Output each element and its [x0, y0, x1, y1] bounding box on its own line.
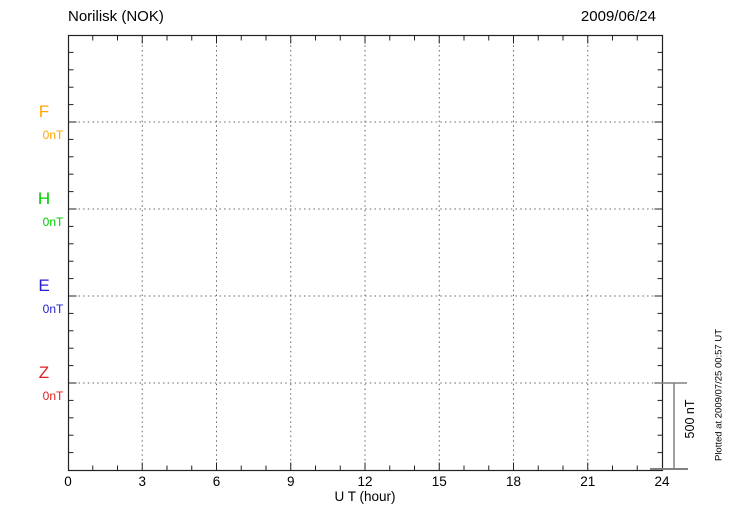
channel-scale-E: 0nT — [42, 302, 64, 316]
channel-scale-H: 0nT — [42, 215, 64, 229]
x-axis-label: U T (hour) — [334, 489, 396, 504]
x-tick-label-3: 3 — [138, 474, 147, 489]
x-tick-label-15: 15 — [431, 474, 447, 489]
x-tick-label-24: 24 — [654, 474, 670, 489]
channel-label-F: F — [38, 102, 50, 121]
page-title: Norilisk (NOK) — [68, 8, 164, 25]
plotted-at-note: Plotted at 2009/07/25 00:57 UT — [713, 328, 725, 462]
x-tick-label-21: 21 — [580, 474, 596, 489]
channel-scale-F: 0nT — [42, 128, 64, 142]
x-tick-label-6: 6 — [212, 474, 221, 489]
scale-bar-label: 500 nT — [683, 399, 697, 439]
plot-date: 2009/06/24 — [580, 8, 656, 25]
x-tick-label-18: 18 — [505, 474, 522, 489]
channel-label-Z: Z — [38, 363, 50, 382]
x-tick-label-0: 0 — [64, 474, 72, 489]
channel-scale-Z: 0nT — [42, 389, 64, 403]
x-tick-label-9: 9 — [286, 474, 295, 489]
channel-label-E: E — [38, 276, 50, 295]
x-tick-label-12: 12 — [357, 474, 373, 489]
channel-label-H: H — [37, 189, 51, 208]
